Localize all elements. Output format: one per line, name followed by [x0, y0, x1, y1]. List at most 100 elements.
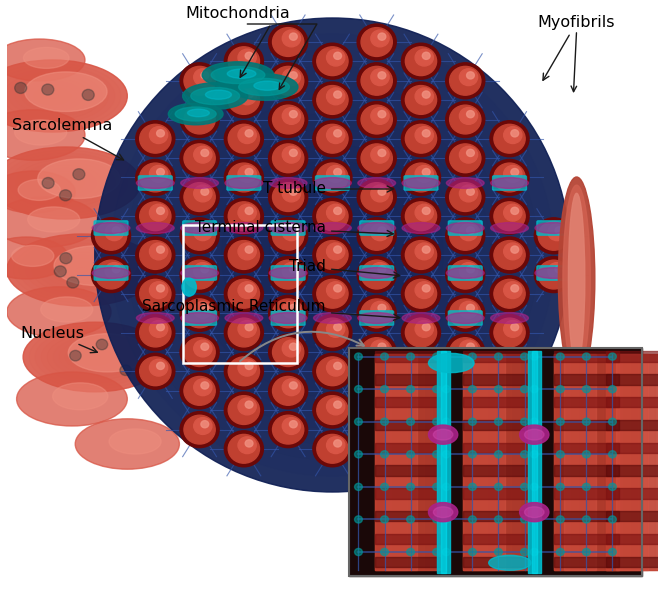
Circle shape: [184, 67, 215, 95]
Circle shape: [180, 295, 219, 331]
Circle shape: [511, 362, 519, 370]
Ellipse shape: [158, 81, 507, 429]
Circle shape: [378, 72, 386, 79]
Circle shape: [609, 516, 617, 523]
Circle shape: [184, 376, 215, 405]
Circle shape: [530, 548, 538, 556]
Ellipse shape: [520, 425, 549, 444]
Bar: [375, 488, 440, 499]
Circle shape: [313, 160, 352, 196]
Circle shape: [238, 127, 256, 143]
Circle shape: [380, 386, 388, 393]
Ellipse shape: [136, 313, 174, 323]
Ellipse shape: [95, 18, 570, 492]
Bar: [440, 351, 445, 573]
Bar: [554, 511, 619, 521]
Bar: [606, 354, 658, 570]
Circle shape: [405, 202, 437, 230]
Circle shape: [184, 221, 215, 250]
Ellipse shape: [12, 245, 54, 266]
Circle shape: [503, 243, 522, 260]
Circle shape: [272, 260, 304, 289]
Circle shape: [378, 421, 386, 428]
Circle shape: [511, 169, 519, 176]
Circle shape: [422, 285, 430, 292]
Circle shape: [238, 398, 256, 415]
FancyBboxPatch shape: [138, 176, 172, 190]
Circle shape: [490, 237, 529, 273]
Bar: [463, 374, 528, 385]
Circle shape: [357, 257, 396, 293]
Circle shape: [405, 241, 437, 269]
Circle shape: [245, 207, 253, 214]
Circle shape: [467, 227, 474, 234]
Ellipse shape: [175, 107, 216, 121]
Circle shape: [180, 179, 219, 215]
Ellipse shape: [16, 159, 115, 207]
Bar: [606, 511, 658, 521]
Ellipse shape: [24, 47, 69, 68]
Circle shape: [380, 451, 388, 458]
Circle shape: [224, 392, 263, 428]
Circle shape: [357, 140, 396, 176]
Circle shape: [139, 241, 171, 269]
FancyBboxPatch shape: [448, 311, 482, 325]
Circle shape: [520, 548, 528, 556]
Ellipse shape: [316, 239, 348, 271]
Circle shape: [520, 418, 528, 425]
Circle shape: [238, 282, 256, 299]
Ellipse shape: [23, 322, 166, 392]
Circle shape: [67, 277, 79, 288]
Bar: [564, 354, 596, 570]
Circle shape: [371, 263, 389, 280]
Circle shape: [503, 320, 522, 337]
Ellipse shape: [69, 264, 94, 276]
Circle shape: [193, 224, 212, 241]
Circle shape: [468, 483, 476, 490]
Circle shape: [96, 339, 108, 350]
FancyBboxPatch shape: [360, 221, 393, 235]
Circle shape: [494, 280, 525, 308]
Circle shape: [380, 483, 388, 490]
Circle shape: [459, 185, 478, 202]
Ellipse shape: [35, 328, 155, 386]
Ellipse shape: [428, 503, 458, 522]
Circle shape: [149, 166, 168, 182]
Circle shape: [361, 338, 392, 367]
Circle shape: [157, 130, 164, 137]
Ellipse shape: [491, 223, 528, 233]
Ellipse shape: [569, 193, 585, 365]
Circle shape: [184, 105, 215, 134]
Circle shape: [268, 63, 308, 99]
Circle shape: [405, 124, 437, 153]
Circle shape: [538, 221, 569, 250]
Ellipse shape: [136, 178, 174, 188]
Circle shape: [136, 121, 175, 157]
Circle shape: [445, 412, 485, 448]
Circle shape: [157, 362, 164, 370]
Circle shape: [433, 386, 440, 393]
Circle shape: [334, 169, 342, 176]
Circle shape: [494, 202, 525, 230]
Circle shape: [316, 86, 348, 115]
Ellipse shape: [7, 234, 157, 306]
Ellipse shape: [269, 192, 396, 318]
Circle shape: [467, 149, 474, 157]
Circle shape: [95, 221, 126, 250]
Bar: [554, 354, 603, 570]
Ellipse shape: [446, 223, 484, 233]
Bar: [616, 354, 648, 570]
Circle shape: [459, 263, 478, 280]
Circle shape: [357, 218, 396, 254]
Circle shape: [245, 52, 253, 59]
Circle shape: [401, 121, 440, 157]
Circle shape: [201, 382, 209, 389]
Bar: [554, 354, 570, 570]
Ellipse shape: [0, 237, 68, 279]
Circle shape: [422, 130, 430, 137]
Ellipse shape: [168, 103, 223, 125]
Circle shape: [422, 246, 430, 253]
Ellipse shape: [92, 268, 130, 278]
Bar: [554, 466, 619, 476]
Circle shape: [557, 483, 564, 490]
